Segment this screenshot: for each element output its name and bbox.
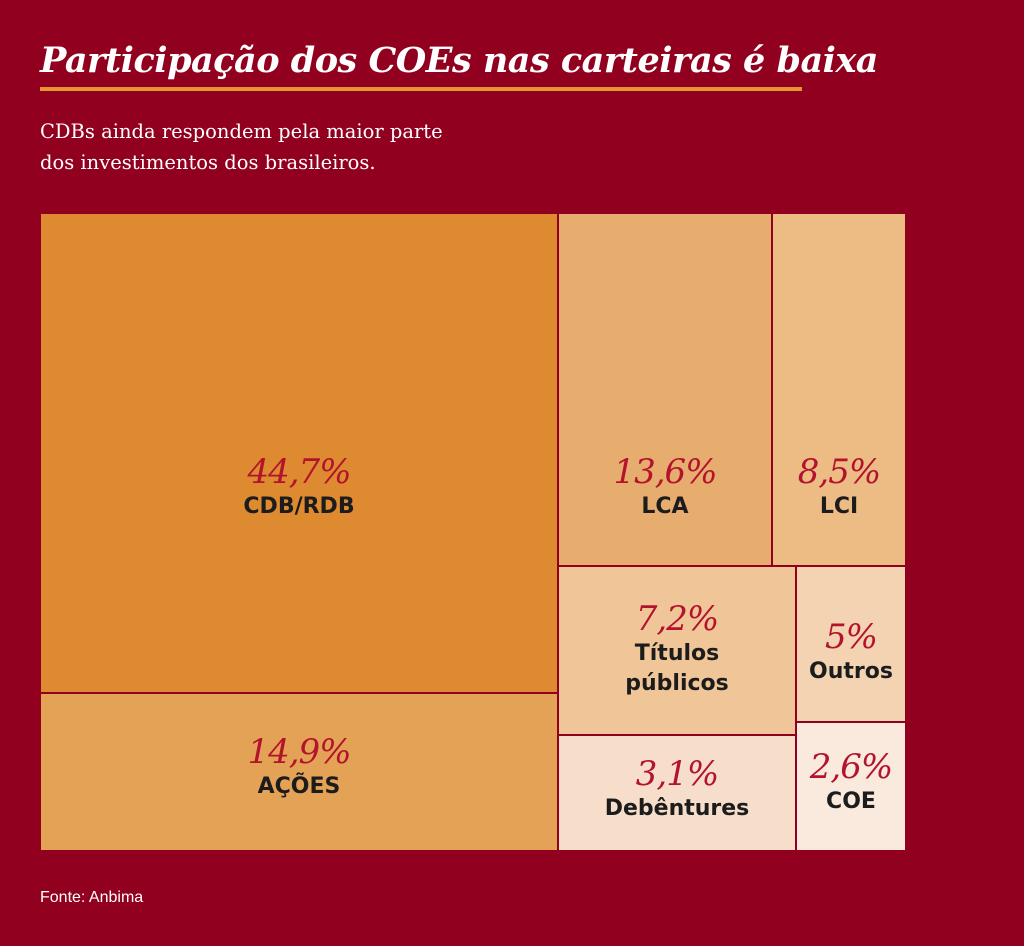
tile-label-lci: 8,5% LCI: [773, 452, 905, 522]
tile-value-acoes: 14,9%: [247, 732, 351, 772]
treemap-tile-debentures: 3,1% Debêntures: [558, 735, 796, 851]
tile-value-lca: 13,6%: [613, 452, 717, 492]
treemap-tile-outros: 5% Outros: [796, 566, 906, 722]
tile-value-debentures: 3,1%: [635, 754, 719, 794]
tile-label-cdb-rdb: 44,7% CDB/RDB: [41, 452, 557, 522]
tile-name-outros: Outros: [809, 659, 893, 684]
tile-name-debentures: Debêntures: [604, 796, 750, 821]
tile-name-acoes: AÇÕES: [257, 774, 341, 799]
tile-label-lca: 13,6% LCA: [559, 452, 771, 522]
tile-name-lca: LCA: [641, 494, 689, 519]
chart-subtitle: CDBs ainda respondem pela maior parte do…: [40, 116, 560, 178]
tile-name-line-1: Títulos: [634, 641, 720, 666]
source-note: Fonte: Anbima: [40, 889, 144, 906]
treemap-tile-coe: 2,6% COE: [796, 722, 906, 851]
title-underline: [40, 87, 802, 91]
treemap-tile-lca: 13,6% LCA: [558, 213, 772, 566]
subtitle-line-1: CDBs ainda respondem pela maior parte: [40, 120, 443, 143]
tile-label-debentures: 3,1% Debêntures: [559, 754, 795, 824]
subtitle-line-2: dos investimentos dos brasileiros.: [40, 151, 376, 174]
tile-value-outros: 5%: [825, 617, 878, 657]
tile-label-coe: 2,6% COE: [797, 747, 905, 817]
treemap-tile-cdb-rdb: 44,7% CDB/RDB: [40, 213, 558, 693]
tile-label-outros: 5% Outros: [797, 617, 905, 687]
tile-name-lci: LCI: [819, 494, 859, 519]
tile-name-titulos-publicos: Títulos públicos: [559, 639, 795, 699]
treemap-tile-titulos-publicos: 7,2% Títulos públicos: [558, 566, 796, 735]
tile-value-coe: 2,6%: [809, 747, 893, 787]
tile-name-line-2: públicos: [625, 671, 729, 696]
tile-label-acoes: 14,9% AÇÕES: [41, 732, 557, 802]
tile-value-lci: 8,5%: [797, 452, 881, 492]
tile-value-titulos-publicos: 7,2%: [635, 599, 719, 639]
chart-title: Participação dos COEs nas carteiras é ba…: [40, 40, 878, 81]
tile-name-cdb-rdb: CDB/RDB: [243, 494, 355, 519]
treemap-tile-lci: 8,5% LCI: [772, 213, 906, 566]
tile-name-coe: COE: [826, 789, 876, 814]
tile-value-cdb-rdb: 44,7%: [247, 452, 351, 492]
treemap-tile-acoes: 14,9% AÇÕES: [40, 693, 558, 851]
tile-label-titulos-publicos: 7,2% Títulos públicos: [559, 599, 795, 699]
